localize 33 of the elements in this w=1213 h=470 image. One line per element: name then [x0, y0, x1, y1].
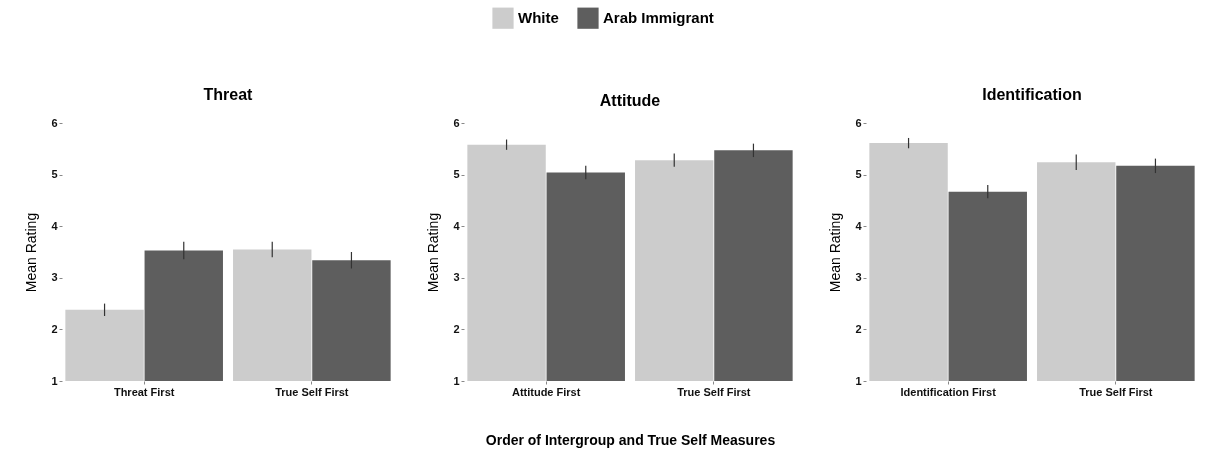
y-tick-label: 5: [51, 168, 58, 181]
y-tick-label: 3: [51, 271, 58, 284]
y-tick-label: 1: [51, 374, 58, 387]
y-tick-label: 4: [453, 219, 461, 232]
y-tick-label: 4: [855, 219, 863, 232]
x-tick-label: True Self First: [1079, 385, 1153, 398]
x-tick-label: True Self First: [275, 385, 349, 398]
chart-title: Threat: [203, 86, 254, 103]
chart-title: Identification: [982, 86, 1082, 103]
x-tick-label: Threat First: [113, 385, 175, 398]
y-tick-label: 3: [855, 271, 862, 284]
y-tick-label: 5: [855, 168, 862, 181]
y-tick-label: 6: [51, 116, 58, 129]
legend-label: Arab Immigrant: [603, 9, 714, 27]
x-tick-label: Attitude First: [511, 385, 581, 398]
chart-title: Attitude: [599, 92, 661, 109]
y-tick-label: 5: [453, 168, 460, 181]
y-tick-label: 6: [453, 116, 460, 129]
y-tick-label: 2: [51, 322, 58, 335]
y-tick-label: 3: [453, 271, 460, 284]
y-tick-label: 6: [855, 116, 862, 129]
y-tick-label: 2: [453, 322, 460, 335]
x-tick-label: Identification First: [900, 385, 997, 398]
y-axis-title: Mean Rating: [827, 212, 844, 293]
y-axis-title: Mean Rating: [23, 212, 40, 293]
x-axis-title: Order of Intergroup and True Self Measures: [485, 431, 776, 448]
x-tick-label: True Self First: [677, 385, 751, 398]
y-tick-label: 1: [453, 374, 460, 387]
y-tick-label: 4: [51, 219, 59, 232]
legend-label: White: [518, 9, 559, 27]
y-axis-title: Mean Rating: [425, 212, 442, 293]
y-tick-label: 1: [855, 374, 862, 387]
y-tick-label: 2: [855, 322, 862, 335]
